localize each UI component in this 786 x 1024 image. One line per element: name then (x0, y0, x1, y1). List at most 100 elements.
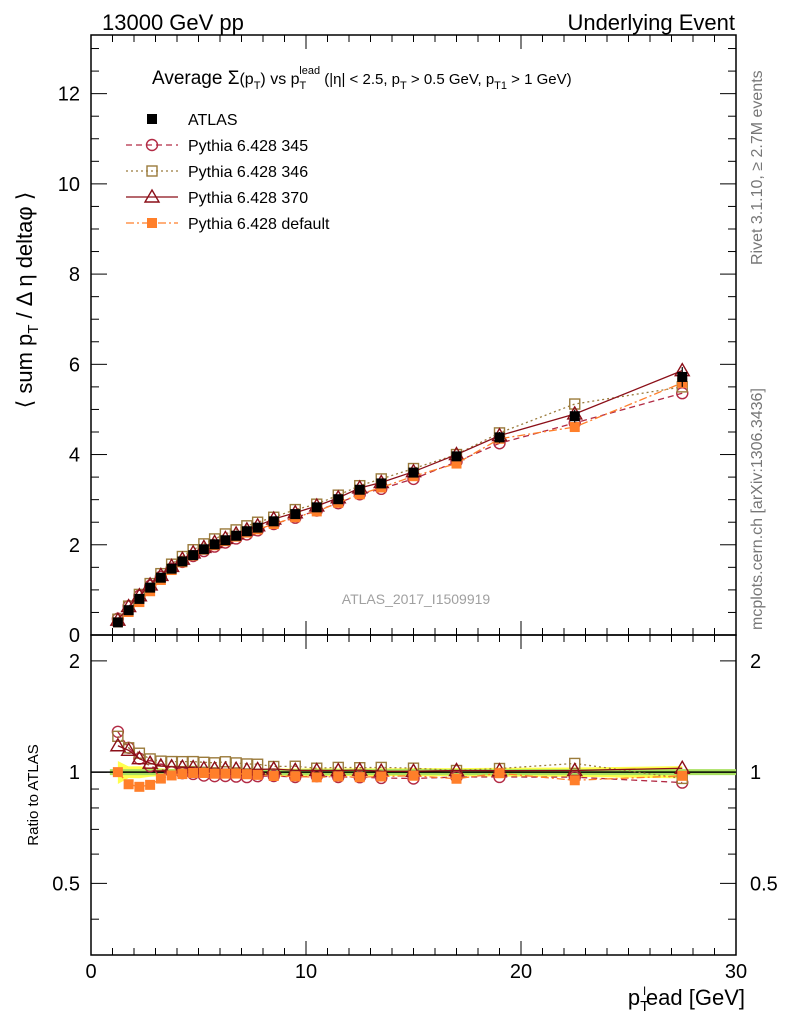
y-tick-label-main: 10 (58, 174, 80, 196)
series-line (117, 370, 683, 621)
legend-marker (145, 138, 159, 152)
atlas-data-point (134, 593, 145, 604)
ratio-point (155, 773, 166, 784)
ratio-point (268, 770, 279, 781)
atlas-data-point (231, 530, 242, 541)
y-tick-label-main: 12 (58, 84, 80, 106)
ratio-panel-frame (90, 634, 737, 956)
ratio-point (311, 772, 322, 783)
ratio-point (376, 771, 387, 782)
atlas-data-point (188, 550, 199, 561)
atlas-data-point (155, 572, 166, 583)
ratio-point (220, 768, 231, 779)
ratio-point (241, 769, 252, 780)
ratio-point (451, 773, 462, 784)
atlas-data-point (177, 556, 188, 567)
ratio-point (109, 737, 127, 752)
atlas-data-point (198, 544, 209, 555)
x-tick-label: 0 (85, 961, 96, 983)
legend-marker (143, 188, 161, 203)
legend-label: Pythia 6.428 default (188, 216, 330, 233)
ratio-point (231, 768, 242, 779)
atlas-data-point (220, 535, 231, 546)
y-tick-label-main: 6 (69, 354, 80, 376)
series-line (117, 386, 683, 620)
header-right-label: Underlying Event (567, 10, 735, 35)
y-tick-label-ratio-right: 1 (750, 762, 761, 784)
ratio-point (123, 779, 134, 790)
atlas-data-point (677, 371, 688, 382)
atlas-data-point (376, 478, 387, 489)
y-tick-label-main: 0 (69, 625, 80, 647)
y-tick-label-ratio: 2 (69, 651, 80, 673)
ratio-axes: 0 10 20 30 0.5 0.5 1 1 2 2 (52, 635, 778, 983)
ratio-point (209, 768, 220, 779)
ratio-point (267, 769, 280, 783)
atlas-data-point (268, 516, 279, 527)
ratio-point (112, 730, 124, 743)
ratio-point (120, 741, 137, 757)
ratio-point (354, 772, 365, 783)
ratio-point (252, 769, 263, 780)
atlas-data-point (569, 411, 580, 422)
ratio-point (230, 757, 242, 769)
legend: ATLAS Pythia 6.428 345 Pythia 6.428 346 Pyt… (126, 112, 330, 233)
main-series-layer (109, 362, 691, 628)
ratio-point (677, 770, 688, 781)
ratio-point (241, 758, 253, 770)
legend-label: Pythia 6.428 345 (188, 138, 308, 155)
x-tick-label: 30 (725, 961, 747, 983)
atlas-data-point (112, 617, 123, 628)
atlas-data-point (311, 502, 322, 513)
x-tick-label: 10 (295, 961, 317, 983)
ratio-series-layer (91, 725, 736, 792)
ratio-point (569, 757, 581, 770)
series-line (117, 382, 683, 623)
atlas-data-point (354, 484, 365, 495)
ratio-point (177, 769, 188, 780)
atlas-data-point (166, 563, 177, 574)
ratio-point (494, 768, 505, 779)
legend-marker (146, 165, 158, 177)
y-tick-label-ratio: 0.5 (52, 873, 80, 895)
legend-marker (147, 218, 157, 228)
ratio-point (408, 770, 419, 781)
data-point (451, 458, 462, 469)
atlas-data-point (123, 605, 134, 616)
mcplots-label: mcplots.cern.ch [arXiv:1306.3436] (749, 388, 766, 630)
ratio-point (187, 755, 199, 768)
rivet-label: Rivet 3.1.10, ≥ 2.7M events (749, 70, 766, 265)
ratio-point (112, 767, 123, 778)
ratio-series-line (117, 735, 683, 780)
atlas-data-point (145, 582, 156, 593)
ratio-point (152, 757, 170, 772)
ratio-point (134, 781, 145, 792)
data-point (569, 422, 580, 433)
main-axes: 0 2 4 6 8 10 12 (58, 35, 737, 647)
y-tick-label-main: 2 (69, 535, 80, 557)
atlas-data-point (451, 451, 462, 462)
legend-label: ATLAS (188, 112, 238, 129)
header-left-label: 13000 GeV pp (102, 10, 244, 35)
ratio-point (198, 756, 210, 768)
x-tick-label: 20 (510, 961, 532, 983)
ratio-point (145, 779, 156, 790)
y-tick-label-main: 4 (69, 445, 80, 467)
atlas-data-point (408, 467, 419, 478)
y-tick-label-ratio: 1 (69, 762, 80, 784)
ratio-point (569, 775, 580, 786)
series-line (117, 392, 683, 620)
x-axis-label: pTlead [GeV] (628, 984, 745, 1015)
ratio-point (166, 770, 177, 781)
ratio-point (144, 753, 156, 765)
atlas-data-point (241, 526, 252, 537)
ratio-point (333, 771, 344, 782)
ratio-point (131, 750, 148, 765)
data-point (569, 398, 581, 410)
ratio-point (208, 757, 221, 769)
legend-label: Pythia 6.428 370 (188, 190, 308, 207)
ratio-point (141, 754, 159, 769)
atlas-data-point (333, 494, 344, 505)
ratio-y-axis-label: Ratio to ATLAS (25, 744, 42, 845)
